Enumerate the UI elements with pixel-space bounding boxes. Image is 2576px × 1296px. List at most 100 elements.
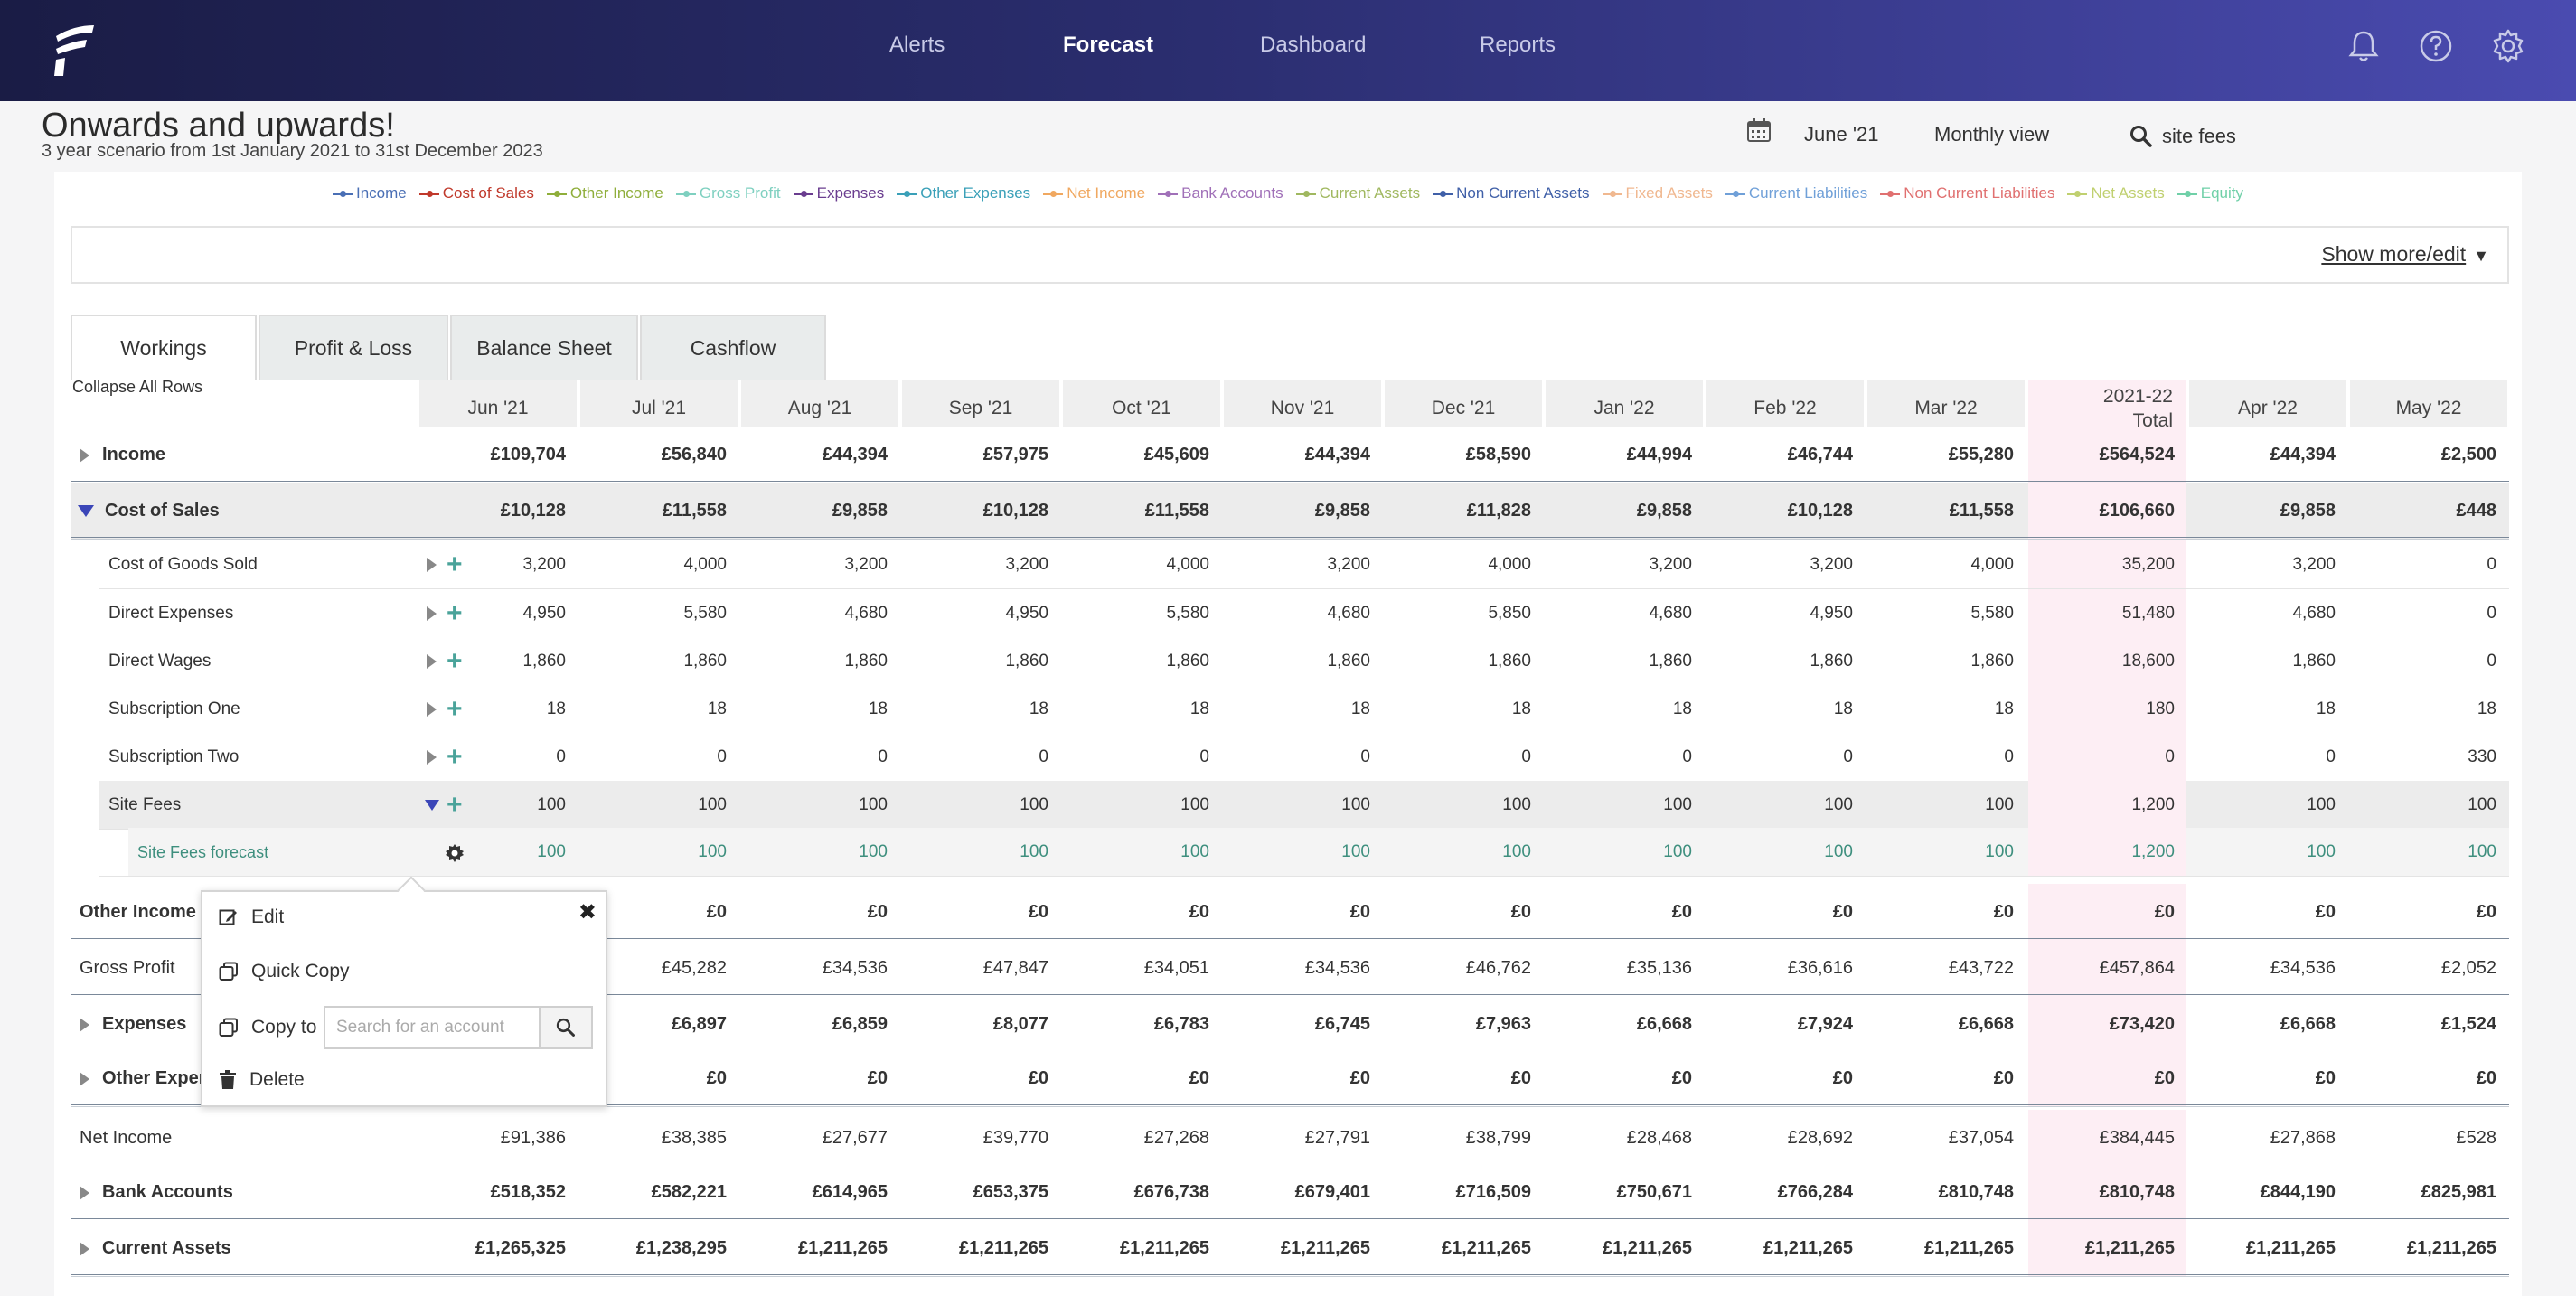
table-cell[interactable]: £384,445 xyxy=(2099,1128,2175,1148)
table-cell[interactable]: £766,284 xyxy=(1777,1182,1853,1202)
table-cell[interactable]: 0 xyxy=(2165,747,2175,766)
table-cell[interactable]: 18 xyxy=(1029,700,1048,718)
table-cell[interactable]: £0 xyxy=(1028,1068,1048,1088)
table-cell[interactable]: £528 xyxy=(2456,1128,2497,1148)
expand-icon[interactable] xyxy=(427,558,437,572)
table-cell[interactable]: 0 xyxy=(878,747,888,766)
table-cell[interactable]: £2,052 xyxy=(2440,958,2496,978)
table-cell[interactable]: £750,671 xyxy=(1616,1182,1692,1202)
table-cell[interactable]: 1,860 xyxy=(1970,652,2014,671)
table-cell[interactable]: £844,190 xyxy=(2260,1182,2336,1202)
expand-icon[interactable] xyxy=(80,1185,89,1200)
table-cell[interactable]: £0 xyxy=(1832,902,1853,922)
table-cell[interactable]: £57,975 xyxy=(982,445,1048,465)
legend-item[interactable]: Current Assets xyxy=(1295,184,1420,202)
table-cell[interactable]: £0 xyxy=(1832,1068,1853,1088)
forecast-settings-gear-icon[interactable] xyxy=(445,843,465,863)
row-label[interactable]: Other Income xyxy=(80,884,196,940)
table-cell[interactable]: £1,265,325 xyxy=(475,1238,566,1258)
table-cell[interactable]: 100 xyxy=(1341,842,1370,861)
table-cell[interactable]: £7,963 xyxy=(1475,1014,1531,1034)
table-cell[interactable]: 100 xyxy=(859,795,888,814)
table-cell[interactable]: £11,558 xyxy=(1144,501,1209,521)
table-cell[interactable]: £38,799 xyxy=(1465,1128,1531,1148)
row-label[interactable]: Gross Profit xyxy=(80,940,175,996)
show-more-edit-link[interactable]: Show more/edit ▼ xyxy=(2321,242,2489,267)
table-cell[interactable]: 5,580 xyxy=(1970,604,2014,623)
table-cell[interactable]: 1,860 xyxy=(1488,652,1531,671)
table-cell[interactable]: £9,858 xyxy=(1314,501,1370,521)
table-cell[interactable]: £44,394 xyxy=(822,445,888,465)
table-cell[interactable]: 180 xyxy=(2146,700,2175,718)
table-cell[interactable]: £0 xyxy=(867,1068,888,1088)
table-cell[interactable]: £10,128 xyxy=(1787,501,1853,521)
table-cell[interactable]: £6,668 xyxy=(1636,1014,1692,1034)
table-cell[interactable]: £0 xyxy=(706,902,727,922)
legend-item[interactable]: Net Assets xyxy=(2067,184,2165,202)
table-cell[interactable]: 3,200 xyxy=(1005,555,1048,574)
table-cell[interactable]: £0 xyxy=(1028,902,1048,922)
table-cell[interactable]: 18 xyxy=(2477,700,2496,718)
row-label[interactable]: Subscription Two xyxy=(108,733,239,782)
row-label[interactable]: Net Income xyxy=(80,1110,172,1166)
table-cell[interactable]: £109,704 xyxy=(490,445,566,465)
table-cell[interactable]: 3,200 xyxy=(1810,555,1853,574)
table-cell[interactable]: 1,860 xyxy=(1649,652,1692,671)
expand-icon[interactable] xyxy=(80,1017,89,1032)
table-cell[interactable]: £0 xyxy=(1189,902,1209,922)
add-forecast-icon[interactable]: + xyxy=(447,598,463,628)
table-cell[interactable]: 0 xyxy=(1199,747,1209,766)
tab-workings[interactable]: Workings xyxy=(71,315,257,380)
table-cell[interactable]: £0 xyxy=(1349,1068,1370,1088)
table-cell[interactable]: £28,468 xyxy=(1626,1128,1692,1148)
row-label[interactable]: Direct Expenses xyxy=(108,589,233,638)
row-label[interactable]: Cost of Goods Sold xyxy=(108,540,258,589)
table-cell[interactable]: 100 xyxy=(1824,795,1853,814)
table-cell[interactable]: 0 xyxy=(2487,604,2496,623)
table-cell[interactable]: £91,386 xyxy=(500,1128,566,1148)
table-cell[interactable]: £37,054 xyxy=(1948,1128,2014,1148)
table-cell[interactable]: 18 xyxy=(1672,700,1692,718)
row-label[interactable]: Bank Accounts xyxy=(80,1164,233,1220)
expand-icon[interactable] xyxy=(80,447,89,463)
table-cell[interactable]: 0 xyxy=(556,747,566,766)
table-cell[interactable]: £1,211,265 xyxy=(959,1238,1048,1258)
table-cell[interactable]: 0 xyxy=(1360,747,1370,766)
row-label[interactable]: Income xyxy=(80,427,165,483)
row-label[interactable]: Expenses xyxy=(80,996,186,1052)
delete-menu-item[interactable]: Delete xyxy=(219,1069,305,1091)
table-cell[interactable]: £0 xyxy=(2154,1068,2175,1088)
table-cell[interactable]: 0 xyxy=(1843,747,1853,766)
nav-reports[interactable]: Reports xyxy=(1480,33,1556,57)
table-cell[interactable]: £0 xyxy=(2476,902,2496,922)
table-cell[interactable]: £6,783 xyxy=(1153,1014,1209,1034)
table-cell[interactable]: £457,864 xyxy=(2099,958,2175,978)
table-cell[interactable]: £0 xyxy=(1510,1068,1531,1088)
table-cell[interactable]: 100 xyxy=(2468,795,2496,814)
table-cell[interactable]: £1,211,265 xyxy=(1120,1238,1209,1258)
table-cell[interactable]: £1,524 xyxy=(2440,1014,2496,1034)
table-cell[interactable]: £11,828 xyxy=(1466,501,1531,521)
quick-copy-menu-item[interactable]: Quick Copy xyxy=(219,961,350,982)
table-cell[interactable]: £2,500 xyxy=(2440,445,2496,465)
legend-item[interactable]: Bank Accounts xyxy=(1158,184,1283,202)
table-cell[interactable]: £11,558 xyxy=(1949,501,2014,521)
table-cell[interactable]: £34,536 xyxy=(2270,958,2336,978)
table-cell[interactable]: 18 xyxy=(868,700,888,718)
table-cell[interactable]: 1,860 xyxy=(1810,652,1853,671)
table-cell[interactable]: 100 xyxy=(1341,795,1370,814)
table-cell[interactable]: £582,221 xyxy=(651,1182,727,1202)
table-cell[interactable]: 0 xyxy=(1682,747,1692,766)
row-label[interactable]: Site Fees forecast xyxy=(137,828,268,877)
legend-item[interactable]: Gross Profit xyxy=(675,184,781,202)
table-cell[interactable]: 100 xyxy=(1663,795,1692,814)
settings-gear-icon[interactable] xyxy=(2489,27,2527,65)
table-cell[interactable]: £35,136 xyxy=(1626,958,1692,978)
table-cell[interactable]: £1,211,265 xyxy=(2407,1238,2496,1258)
table-cell[interactable]: 3,200 xyxy=(844,555,888,574)
close-icon[interactable]: ✖ xyxy=(578,900,597,925)
calendar-icon[interactable] xyxy=(1746,117,1772,143)
table-cell[interactable]: £47,847 xyxy=(982,958,1048,978)
table-cell[interactable]: £0 xyxy=(1671,1068,1692,1088)
table-cell[interactable]: 100 xyxy=(1502,842,1531,861)
